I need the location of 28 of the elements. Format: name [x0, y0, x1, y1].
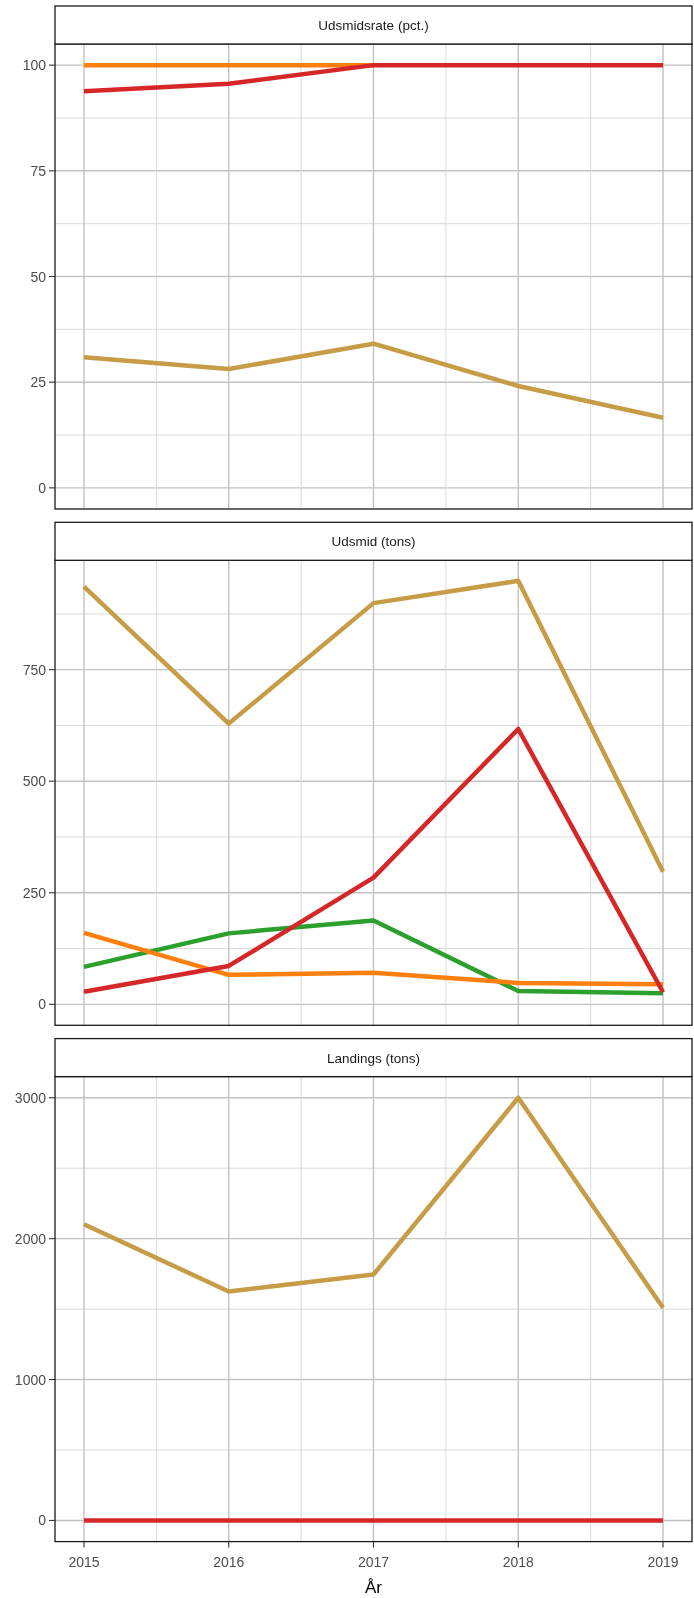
y-tick-label: 50 [30, 268, 47, 285]
y-tick-label: 3000 [14, 1089, 47, 1106]
y-tick-label: 100 [22, 57, 47, 74]
chart-title: Landings (tons) [326, 1050, 421, 1066]
line-series [81, 578, 666, 875]
line-series [81, 930, 666, 987]
x-tick-label: 2015 [68, 1553, 100, 1570]
line-series [81, 341, 666, 420]
y-tick-label: 1000 [14, 1371, 47, 1388]
y-tick-label: 500 [22, 773, 47, 790]
y-tick-label: 0 [38, 996, 47, 1013]
x-tick-label: 2016 [213, 1553, 245, 1570]
x-axis-title: År [365, 1577, 383, 1597]
chart-title: Udsmidsrate (pct.) [318, 18, 429, 33]
y-tick-label: 250 [22, 884, 47, 901]
x-tick-label: 2019 [647, 1553, 679, 1570]
y-tick-label: 750 [22, 661, 47, 678]
x-tick-label: 2018 [502, 1553, 535, 1570]
line-series [81, 918, 666, 996]
y-tick-label: 2000 [14, 1230, 47, 1247]
y-tick-label: 25 [30, 374, 47, 391]
x-tick-label: 2017 [357, 1553, 390, 1570]
y-tick-label: 0 [38, 1512, 47, 1529]
line-series [81, 726, 666, 995]
y-tick-label: 0 [38, 479, 47, 496]
chart-title: Udsmid (tons) [331, 534, 416, 550]
line-series [81, 1095, 666, 1311]
y-tick-label: 75 [30, 162, 47, 179]
